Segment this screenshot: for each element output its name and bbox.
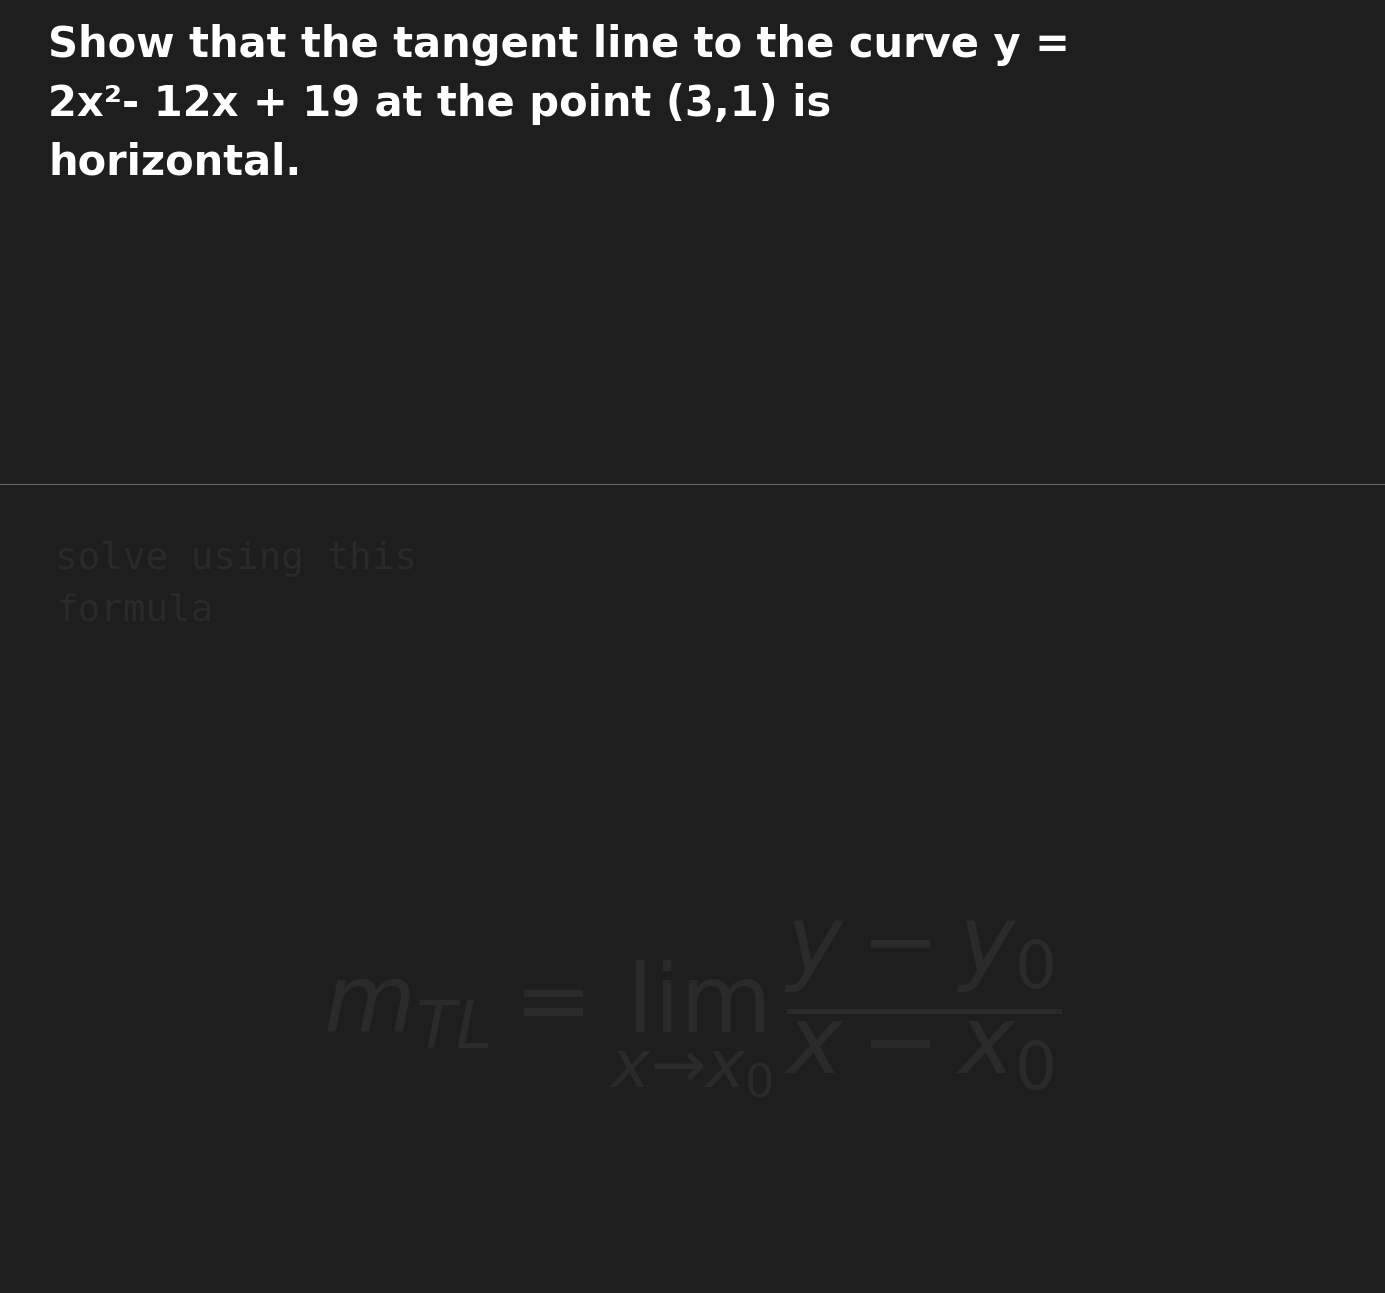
Text: solve using this
formula: solve using this formula bbox=[55, 542, 417, 628]
Text: Show that the tangent line to the curve y =
2x²- 12x + 19 at the point (3,1) is
: Show that the tangent line to the curve … bbox=[48, 25, 1071, 184]
Text: $m_{TL} = \lim_{x \to x_0} \dfrac{y - y_0}{x - x_0}$: $m_{TL} = \lim_{x \to x_0} \dfrac{y - y_… bbox=[324, 919, 1061, 1102]
